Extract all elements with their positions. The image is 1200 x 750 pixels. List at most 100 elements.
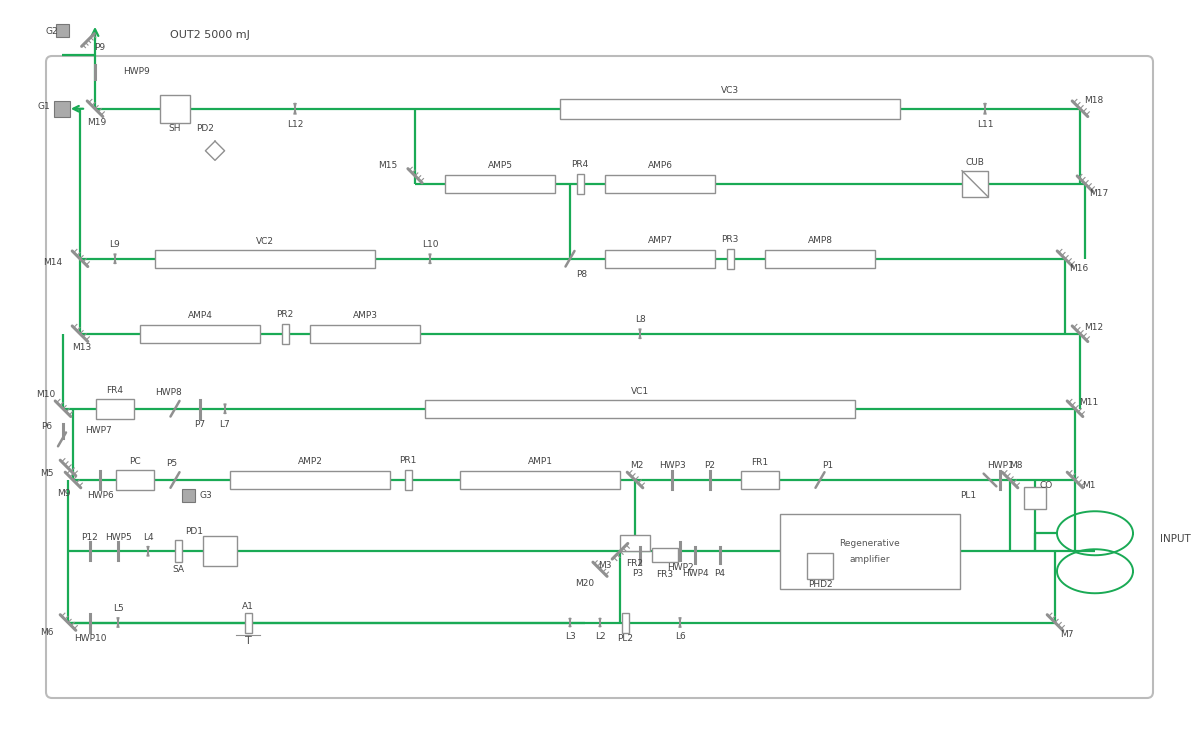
Text: L8: L8 xyxy=(635,315,646,324)
Text: PL1: PL1 xyxy=(960,491,976,500)
Text: P4: P4 xyxy=(714,568,726,578)
Text: AMP1: AMP1 xyxy=(528,457,552,466)
Text: T: T xyxy=(245,635,251,646)
Text: P5: P5 xyxy=(167,460,178,469)
Text: M7: M7 xyxy=(1061,630,1074,639)
Text: M10: M10 xyxy=(36,390,55,399)
Text: FR3: FR3 xyxy=(656,570,673,579)
Bar xyxy=(652,548,678,562)
Text: FR2: FR2 xyxy=(626,560,643,568)
Text: AMP6: AMP6 xyxy=(648,160,672,170)
Text: G3: G3 xyxy=(200,490,212,500)
Text: M11: M11 xyxy=(1079,398,1099,407)
Text: L2: L2 xyxy=(595,632,605,641)
Bar xyxy=(742,471,779,489)
Text: L9: L9 xyxy=(109,240,120,249)
Bar xyxy=(181,488,194,502)
Text: L5: L5 xyxy=(113,604,124,613)
Text: VC3: VC3 xyxy=(721,86,739,94)
Bar xyxy=(726,249,733,268)
Text: L7: L7 xyxy=(220,420,230,429)
Text: P6: P6 xyxy=(41,422,52,430)
Bar xyxy=(425,400,854,418)
Text: SA: SA xyxy=(172,565,184,574)
Bar xyxy=(404,470,412,490)
Bar xyxy=(174,540,181,562)
Text: P7: P7 xyxy=(194,420,205,429)
Text: PHD2: PHD2 xyxy=(808,580,833,589)
Bar xyxy=(310,325,420,343)
Text: HWP9: HWP9 xyxy=(124,68,150,76)
Text: HWP3: HWP3 xyxy=(659,461,685,470)
Bar xyxy=(54,100,70,117)
Bar xyxy=(282,324,288,344)
Text: L6: L6 xyxy=(674,632,685,641)
Text: PD1: PD1 xyxy=(185,526,203,536)
Bar xyxy=(96,399,134,418)
Text: HWP7: HWP7 xyxy=(85,426,112,435)
Text: HWP5: HWP5 xyxy=(104,532,131,542)
Bar xyxy=(605,175,715,193)
Text: SH: SH xyxy=(169,124,181,134)
Bar xyxy=(140,325,260,343)
Text: CUB: CUB xyxy=(966,158,984,166)
Bar xyxy=(203,536,238,566)
Text: AMP2: AMP2 xyxy=(298,457,323,466)
Text: L10: L10 xyxy=(421,240,438,249)
Text: INPUT: INPUT xyxy=(1160,534,1190,544)
Text: M15: M15 xyxy=(378,161,397,170)
Text: OUT2 5000 mJ: OUT2 5000 mJ xyxy=(170,30,250,40)
Text: P3: P3 xyxy=(632,568,643,578)
Text: M19: M19 xyxy=(88,118,107,128)
Text: VC1: VC1 xyxy=(631,387,649,396)
Bar xyxy=(55,23,68,37)
Bar xyxy=(766,250,875,268)
Text: HWP4: HWP4 xyxy=(682,568,708,578)
Text: PD2: PD2 xyxy=(196,124,214,134)
Text: M12: M12 xyxy=(1085,323,1104,332)
Text: PR4: PR4 xyxy=(571,160,589,169)
Text: HWP2: HWP2 xyxy=(667,562,694,572)
Text: M13: M13 xyxy=(72,344,91,352)
Bar xyxy=(620,536,650,551)
Text: M18: M18 xyxy=(1085,96,1104,105)
Text: AMP3: AMP3 xyxy=(353,310,378,320)
Text: HWP10: HWP10 xyxy=(73,634,107,643)
Text: G2: G2 xyxy=(46,28,59,37)
Text: AMP7: AMP7 xyxy=(648,236,672,244)
Bar xyxy=(576,174,583,194)
Bar xyxy=(245,613,252,632)
Text: M5: M5 xyxy=(41,470,54,478)
Text: FR1: FR1 xyxy=(751,458,768,467)
Bar xyxy=(160,94,190,123)
Text: M14: M14 xyxy=(43,258,62,267)
Text: M8: M8 xyxy=(1009,461,1022,470)
Bar xyxy=(445,175,554,193)
FancyBboxPatch shape xyxy=(46,56,1153,698)
Text: amplifier: amplifier xyxy=(850,555,890,564)
Bar xyxy=(116,470,154,490)
Text: P1: P1 xyxy=(822,461,834,470)
Text: AMP5: AMP5 xyxy=(487,160,512,170)
Text: PL2: PL2 xyxy=(617,634,634,643)
Text: P9: P9 xyxy=(95,44,106,52)
Text: M17: M17 xyxy=(1090,189,1109,198)
Text: HWP6: HWP6 xyxy=(86,491,113,500)
Text: AMP4: AMP4 xyxy=(187,310,212,320)
Bar xyxy=(780,514,960,589)
Bar xyxy=(230,471,390,489)
Bar xyxy=(460,471,620,489)
Text: VC2: VC2 xyxy=(256,237,274,246)
Text: M9: M9 xyxy=(58,490,71,499)
Text: M3: M3 xyxy=(599,561,612,570)
Text: A1: A1 xyxy=(242,602,254,611)
Text: L3: L3 xyxy=(565,632,575,641)
Text: PC: PC xyxy=(130,457,140,466)
Text: L12: L12 xyxy=(287,120,304,129)
Bar xyxy=(155,250,374,268)
Bar xyxy=(622,613,629,632)
Text: PR3: PR3 xyxy=(721,235,739,244)
Bar xyxy=(605,250,715,268)
Text: M2: M2 xyxy=(630,461,643,470)
Text: M20: M20 xyxy=(575,579,594,588)
